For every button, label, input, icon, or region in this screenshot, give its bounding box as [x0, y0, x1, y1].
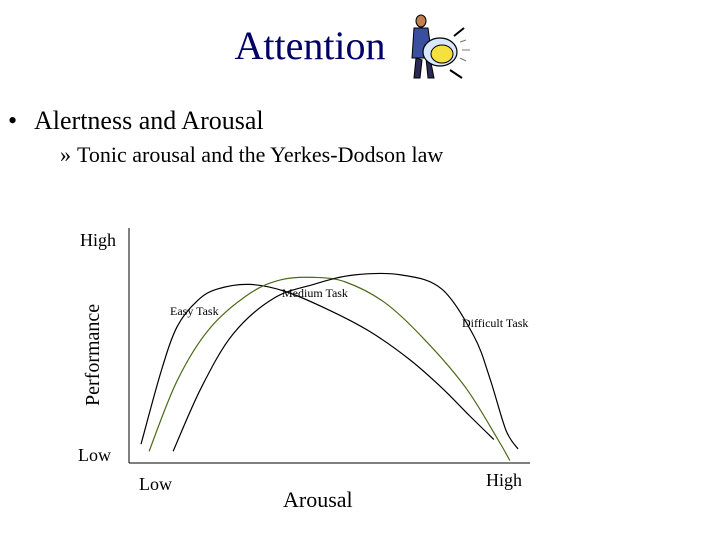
x-tick-high: High [486, 470, 522, 490]
curve-medium-task [148, 276, 511, 461]
slide-title: Attention [234, 23, 386, 68]
y-tick-low: Low [78, 445, 111, 465]
sub-bullet-marker: » [60, 142, 71, 167]
series-layer [140, 272, 519, 461]
sub-bullet-item: » Tonic arousal and the Yerkes-Dodson law [60, 140, 443, 170]
bullet-text: Alertness and Arousal [34, 106, 264, 135]
y-axis-label: Performance [82, 304, 104, 406]
x-axis-label: Arousal [283, 487, 353, 512]
series-label-medium-task: Medium Task [282, 286, 348, 300]
bullet-marker: • [8, 106, 18, 135]
series-label-difficult-task: Difficult Task [462, 316, 528, 330]
y-tick-high: High [80, 230, 116, 250]
series-label-easy-task: Easy Task [170, 304, 219, 318]
sub-bullet-text: Tonic arousal and the Yerkes-Dodson law [77, 142, 444, 167]
curve-easy-task [140, 283, 495, 445]
curve-difficult-task [172, 272, 519, 452]
person-with-drum-icon [411, 14, 470, 79]
x-tick-low: Low [139, 474, 172, 494]
bullet-item: • Alertness and Arousal [8, 104, 264, 138]
